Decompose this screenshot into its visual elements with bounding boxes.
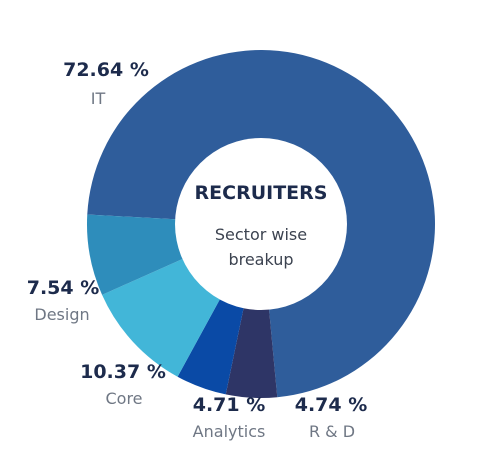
- chart-subtitle-line-2: breakup: [228, 250, 293, 269]
- data-label-design-name: Design: [34, 305, 89, 324]
- data-label-design-value: 7.54 %: [27, 277, 100, 299]
- data-label-core-name: Core: [105, 389, 142, 408]
- data-label-rd-name: R & D: [309, 422, 355, 441]
- data-label-rd-value: 4.74 %: [295, 394, 368, 416]
- data-label-analytics-name: Analytics: [193, 422, 266, 441]
- data-label-core-value: 10.37 %: [80, 361, 166, 383]
- donut-hole: [175, 138, 347, 310]
- chart-subtitle-line-1: Sector wise: [215, 225, 307, 244]
- chart-title: RECRUITERS: [195, 182, 328, 204]
- data-label-it-name: IT: [91, 89, 106, 108]
- data-label-analytics-value: 4.71 %: [193, 394, 266, 416]
- data-label-it-value: 72.64 %: [63, 59, 149, 81]
